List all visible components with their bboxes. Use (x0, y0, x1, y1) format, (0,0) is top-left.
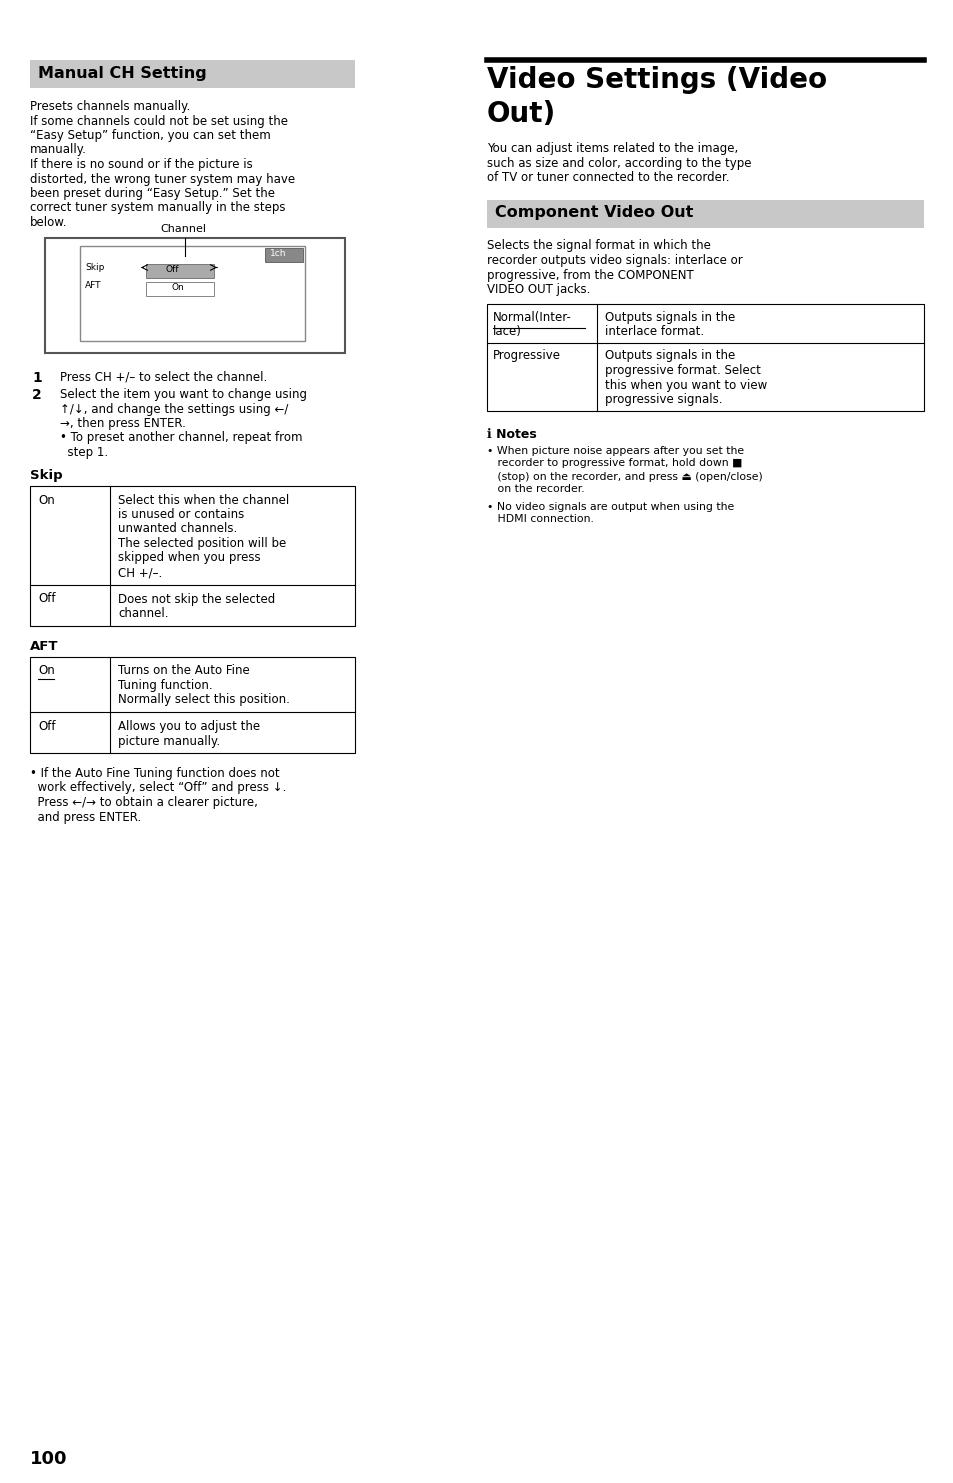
Text: On: On (38, 664, 54, 678)
Text: Out): Out) (486, 99, 556, 128)
Text: Skip: Skip (85, 264, 104, 273)
Text: skipped when you press: skipped when you press (118, 552, 260, 565)
Text: 2: 2 (32, 389, 42, 402)
Text: such as size and color, according to the type: such as size and color, according to the… (486, 157, 751, 169)
Text: Component Video Out: Component Video Out (495, 206, 693, 221)
Text: AFT: AFT (30, 639, 58, 653)
Text: • No video signals are output when using the: • No video signals are output when using… (486, 501, 734, 512)
Text: work effectively, select “Off” and press ↓.: work effectively, select “Off” and press… (30, 782, 286, 795)
Bar (146, 282, 213, 295)
Text: Off: Off (166, 265, 179, 274)
Bar (30, 59, 355, 87)
Text: HDMI connection.: HDMI connection. (486, 515, 594, 525)
Text: 1: 1 (32, 371, 42, 384)
Text: distorted, the wrong tuner system may have: distorted, the wrong tuner system may ha… (30, 172, 294, 185)
Text: →, then press ENTER.: →, then press ENTER. (60, 417, 186, 430)
Text: below.: below. (30, 217, 68, 228)
Text: Progressive: Progressive (493, 350, 560, 362)
Text: (stop) on the recorder, and press ⏏ (open/close): (stop) on the recorder, and press ⏏ (ope… (486, 472, 762, 482)
Text: Press ←/→ to obtain a clearer picture,: Press ←/→ to obtain a clearer picture, (30, 796, 257, 810)
Text: channel.: channel. (118, 607, 169, 620)
Bar (146, 264, 213, 277)
Text: Outputs signals in the: Outputs signals in the (604, 350, 735, 362)
Text: progressive format. Select: progressive format. Select (604, 363, 760, 377)
Bar (45, 237, 345, 353)
Text: On: On (38, 494, 54, 507)
Text: of TV or tuner connected to the recorder.: of TV or tuner connected to the recorder… (486, 171, 729, 184)
Text: 100: 100 (30, 1450, 68, 1468)
Text: You can adjust items related to the image,: You can adjust items related to the imag… (486, 142, 738, 156)
Text: Normal(Inter-: Normal(Inter- (493, 310, 571, 323)
Text: is unused or contains: is unused or contains (118, 509, 244, 521)
Text: step 1.: step 1. (60, 446, 108, 460)
Text: • If the Auto Fine Tuning function does not: • If the Auto Fine Tuning function does … (30, 767, 279, 780)
Text: Normally select this position.: Normally select this position. (118, 694, 290, 706)
Text: 1ch: 1ch (270, 249, 286, 258)
Text: • To preset another channel, repeat from: • To preset another channel, repeat from (60, 432, 302, 445)
Bar (265, 248, 303, 261)
Text: progressive signals.: progressive signals. (604, 393, 721, 406)
Text: Off: Off (38, 721, 55, 733)
Text: Tuning function.: Tuning function. (118, 679, 213, 693)
Text: recorder to progressive format, hold down ■: recorder to progressive format, hold dow… (486, 458, 741, 469)
Bar (486, 304, 923, 411)
Bar (30, 485, 355, 626)
Text: Allows you to adjust the: Allows you to adjust the (118, 721, 260, 733)
Text: If there is no sound or if the picture is: If there is no sound or if the picture i… (30, 159, 253, 171)
Text: VIDEO OUT jacks.: VIDEO OUT jacks. (486, 283, 590, 297)
Text: progressive, from the COMPONENT: progressive, from the COMPONENT (486, 268, 693, 282)
Text: CH +/–.: CH +/–. (118, 567, 162, 578)
Text: this when you want to view: this when you want to view (604, 378, 766, 392)
Bar (80, 246, 305, 341)
Text: Off: Off (38, 593, 55, 605)
Text: Video Settings (Video: Video Settings (Video (486, 67, 826, 93)
Text: Presets channels manually.: Presets channels manually. (30, 99, 190, 113)
Text: lace): lace) (493, 325, 521, 338)
Text: On: On (172, 283, 185, 292)
Text: Selects the signal format in which the: Selects the signal format in which the (486, 239, 710, 252)
Text: Does not skip the selected: Does not skip the selected (118, 593, 275, 605)
Bar (486, 200, 923, 227)
Text: Turns on the Auto Fine: Turns on the Auto Fine (118, 664, 250, 678)
Text: Outputs signals in the: Outputs signals in the (604, 310, 735, 323)
Text: manually.: manually. (30, 144, 87, 157)
Text: Select this when the channel: Select this when the channel (118, 494, 289, 507)
Text: interlace format.: interlace format. (604, 325, 703, 338)
Text: Press CH +/– to select the channel.: Press CH +/– to select the channel. (60, 371, 267, 384)
Bar (30, 657, 355, 753)
Text: Skip: Skip (30, 469, 63, 482)
Text: ℹ Notes: ℹ Notes (486, 429, 537, 442)
Text: picture manually.: picture manually. (118, 734, 220, 747)
Text: Select the item you want to change using: Select the item you want to change using (60, 389, 307, 400)
Text: Manual CH Setting: Manual CH Setting (38, 67, 207, 82)
Text: and press ENTER.: and press ENTER. (30, 811, 141, 823)
Text: If some channels could not be set using the: If some channels could not be set using … (30, 114, 288, 128)
Text: Channel: Channel (160, 224, 206, 234)
Text: AFT: AFT (85, 282, 101, 291)
Text: been preset during “Easy Setup.” Set the: been preset during “Easy Setup.” Set the (30, 187, 274, 200)
Text: on the recorder.: on the recorder. (486, 485, 584, 494)
Text: recorder outputs video signals: interlace or: recorder outputs video signals: interlac… (486, 254, 742, 267)
Text: The selected position will be: The selected position will be (118, 537, 286, 550)
Text: “Easy Setup” function, you can set them: “Easy Setup” function, you can set them (30, 129, 271, 142)
Text: unwanted channels.: unwanted channels. (118, 522, 237, 535)
Text: ↑/↓, and change the settings using ←/: ↑/↓, and change the settings using ←/ (60, 402, 288, 415)
Text: correct tuner system manually in the steps: correct tuner system manually in the ste… (30, 202, 285, 215)
Text: • When picture noise appears after you set the: • When picture noise appears after you s… (486, 445, 743, 455)
